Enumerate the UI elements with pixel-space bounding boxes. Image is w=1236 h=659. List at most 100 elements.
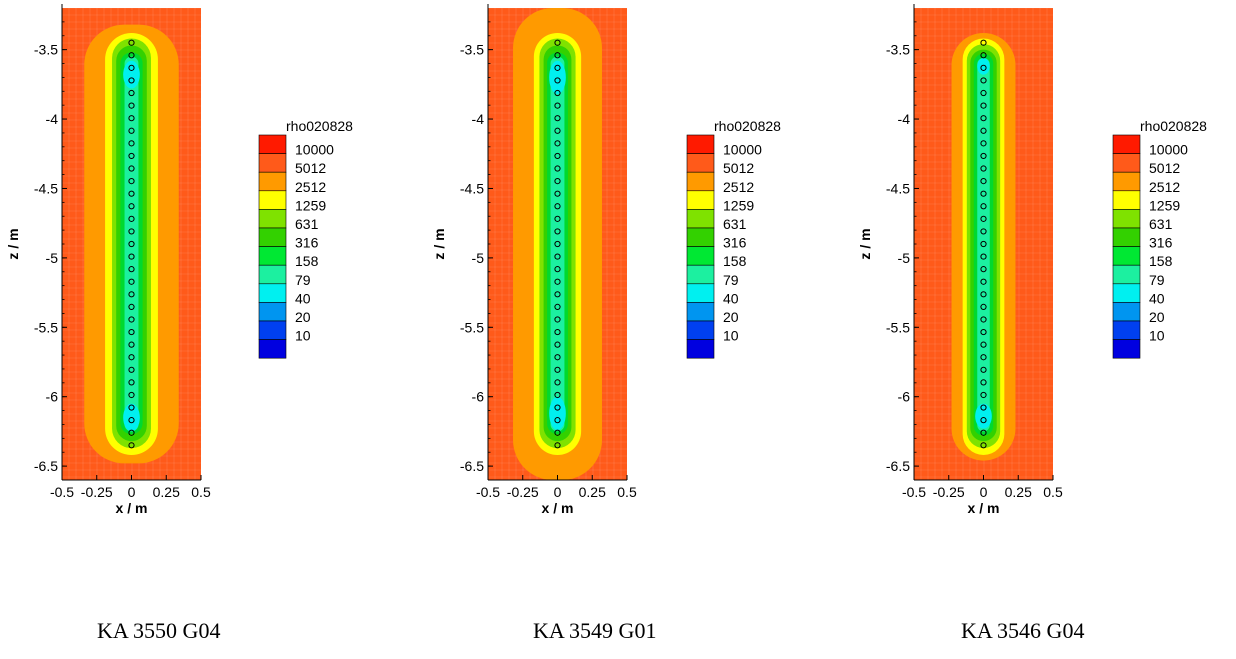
legend-label: 10000 [723, 142, 762, 158]
y-tick-label: -5.5 [886, 319, 910, 335]
electrode-marker [980, 404, 987, 411]
legend-swatch [258, 171, 287, 192]
contour-zone [550, 56, 565, 432]
legend-swatch [686, 283, 715, 303]
legend-label: 40 [723, 290, 739, 306]
legend-swatch [1112, 153, 1141, 173]
electrode-marker [554, 354, 561, 361]
electrode-marker [128, 64, 135, 71]
electrode-marker [554, 228, 561, 235]
legend-swatch [258, 153, 287, 173]
electrode-marker [554, 203, 561, 210]
legend-swatch [686, 171, 715, 192]
electrode-marker [980, 115, 987, 122]
contour-blob [549, 396, 566, 431]
electrode-marker [980, 391, 987, 399]
electrode-marker [128, 303, 135, 311]
legend-label: 10 [295, 328, 311, 344]
contour-blob [975, 403, 992, 429]
legend-swatch [258, 134, 287, 154]
electrode-marker [128, 102, 135, 109]
y-tick-label: -6.5 [886, 458, 910, 474]
y-axis-title: z / m [431, 228, 447, 259]
electrode-marker [980, 253, 987, 260]
legend-label: 316 [295, 235, 319, 251]
electrode-marker [128, 429, 135, 436]
x-tick-label: 0.25 [153, 484, 180, 500]
x-tick-label: 0.5 [191, 484, 211, 500]
legend-swatch [686, 339, 715, 359]
legend-label: 10 [723, 328, 739, 344]
electrode-marker [128, 266, 135, 273]
electrode-marker [554, 89, 561, 97]
electrode-marker [980, 177, 987, 185]
panel-caption: KA 3546 G04 [961, 618, 1085, 643]
y-tick-label: -6 [46, 389, 59, 405]
electrode-marker [554, 215, 561, 222]
legend-swatch [686, 134, 715, 154]
electrode-marker [980, 64, 987, 71]
electrode-marker [980, 303, 987, 311]
legend-label: 631 [723, 216, 747, 232]
x-tick-label: 0.5 [1043, 484, 1063, 500]
legend-label: 1259 [723, 197, 754, 213]
y-tick-label: -4 [472, 111, 485, 127]
electrode-marker [128, 240, 135, 248]
electrode-marker [554, 127, 561, 134]
electrode-marker [128, 228, 135, 235]
y-tick-label: -3.5 [460, 42, 484, 58]
x-tick-label: -0.5 [902, 484, 926, 500]
y-tick-label: -4 [46, 111, 59, 127]
electrode-marker [980, 240, 987, 248]
contour-panel: -3.5 -4 -4.5 -5 -5.5 -6 -6.5 -0.5 -0.25 0 0.25 0.5 x… [857, 4, 1207, 516]
x-tick-label: -0.25 [507, 484, 539, 500]
y-tick-label: -6 [898, 389, 911, 405]
electrode-marker [980, 366, 987, 373]
electrode-marker [980, 379, 987, 386]
electrode-marker [980, 266, 987, 273]
electrode-marker [554, 341, 561, 348]
electrode-marker [980, 140, 987, 147]
electrode-marker [128, 278, 135, 285]
electrode-marker [554, 417, 561, 424]
plot-area [914, 8, 1053, 480]
electrode-marker [554, 39, 561, 46]
legend-label: 158 [1149, 253, 1173, 269]
electrode-marker [554, 102, 561, 109]
legend-swatch [1112, 339, 1141, 359]
electrode-marker [128, 115, 135, 122]
legend-label: 1259 [295, 197, 326, 213]
legend-label: 158 [295, 253, 319, 269]
legend-label: 10000 [1149, 142, 1188, 158]
electrode-marker [980, 152, 987, 160]
legend-title: rho020828 [1140, 118, 1207, 134]
x-tick-label: -0.5 [476, 484, 500, 500]
electrode-marker [554, 165, 561, 172]
electrode-marker [980, 442, 987, 449]
x-tick-label: 0 [554, 484, 562, 500]
x-tick-label: 0.25 [579, 484, 606, 500]
electrode-marker [554, 316, 561, 323]
x-axis-title: x / m [116, 500, 148, 516]
electrode-marker [980, 328, 987, 336]
x-tick-label: 0.5 [617, 484, 637, 500]
legend-label: 2512 [295, 179, 326, 195]
electrode-marker [980, 52, 987, 59]
electrode-marker [554, 253, 561, 260]
electrode-marker [128, 391, 135, 399]
x-tick-label: -0.25 [81, 484, 113, 500]
legend-swatch [1112, 171, 1141, 192]
electrode-marker [554, 404, 561, 411]
electrode-marker [128, 52, 135, 59]
legend-label: 316 [1149, 235, 1173, 251]
plot-area [62, 8, 201, 480]
legend-swatch [686, 302, 715, 322]
electrode-marker [980, 291, 987, 298]
electrode-marker [980, 417, 987, 424]
contour-zone [124, 56, 139, 432]
electrode-marker [128, 127, 135, 134]
legend-label: 5012 [723, 160, 754, 176]
legend-label: 10 [1149, 328, 1165, 344]
legend-label: 40 [1149, 290, 1165, 306]
electrode-marker [128, 442, 135, 449]
